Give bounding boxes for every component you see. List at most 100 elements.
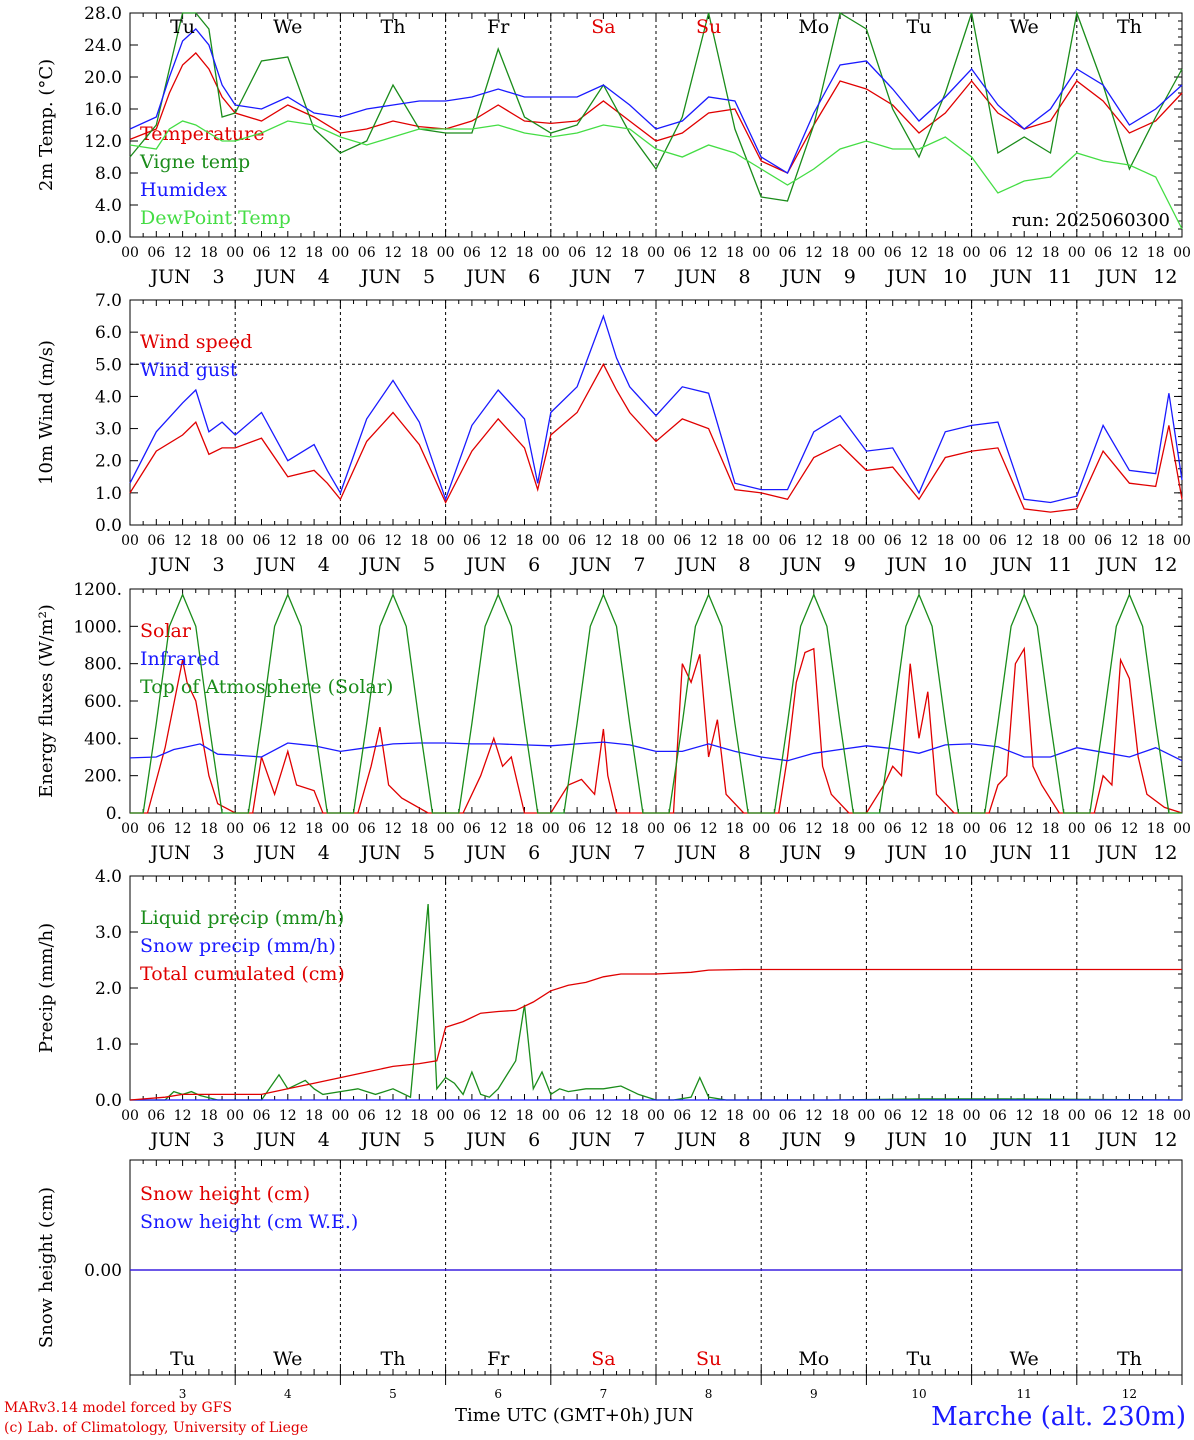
y-axis-label: 2m Temp. (°C) [36, 59, 57, 191]
x-hour-label: 06 [884, 533, 902, 549]
x-date-label: 8 [739, 266, 751, 288]
x-hour-label: 06 [779, 533, 797, 549]
x-hour-label: 18 [936, 245, 954, 261]
x-hour-label: 06 [673, 821, 691, 837]
x-hour-label: 12 [594, 821, 612, 837]
x-hour-label: 18 [1042, 821, 1060, 837]
x-month-label: JUN [569, 842, 611, 864]
x-date-label: 12 [1153, 1129, 1177, 1151]
x-hour-label: 00 [647, 1108, 665, 1124]
x-date-label: 4 [284, 1387, 292, 1401]
y-tick-label: 200. [84, 767, 122, 787]
x-hour-label: 06 [147, 533, 165, 549]
y-tick-label: 28.0 [84, 4, 122, 24]
x-hour-label: 00 [963, 245, 981, 261]
x-date-label: 3 [179, 1387, 187, 1401]
day-abbr-label: Fr [487, 1348, 510, 1370]
series-line-liquid-precip-mm-h- [130, 903, 1183, 1101]
x-hour-label: 12 [700, 821, 718, 837]
x-hour-label: 12 [1120, 245, 1138, 261]
x-hour-label: 18 [305, 1108, 323, 1124]
x-date-label: 10 [943, 842, 967, 864]
y-tick-label: 20.0 [84, 68, 122, 88]
x-date-label: 6 [494, 1387, 502, 1401]
x-date-label: 7 [633, 1129, 645, 1151]
legend-entry: Liquid precip (mm/h) [140, 907, 344, 929]
x-hour-label: 00 [752, 533, 770, 549]
x-date-label: 9 [844, 842, 856, 864]
x-hour-label: 06 [568, 245, 586, 261]
x-date-label: 6 [528, 266, 540, 288]
x-date-label: 7 [633, 266, 645, 288]
model-credit: MARv3.14 model forced by GFS [4, 1400, 233, 1416]
series-line-solar [130, 646, 1183, 814]
panel-frame [129, 12, 1183, 238]
x-hour-label: 18 [1147, 1108, 1165, 1124]
x-date-label: 3 [213, 1129, 225, 1151]
legend-entry: Temperature [140, 123, 264, 145]
x-date-label: 9 [844, 554, 856, 576]
x-date-label: 11 [1048, 266, 1072, 288]
x-date-label: 8 [739, 1129, 751, 1151]
x-hour-label: 18 [621, 245, 639, 261]
day-abbr-label: Th [381, 16, 406, 38]
x-hour-label: 00 [226, 821, 244, 837]
x-hour-label: 00 [542, 245, 560, 261]
x-hour-label: 18 [1147, 533, 1165, 549]
x-hour-label: 06 [1094, 821, 1112, 837]
x-hour-label: 00 [226, 245, 244, 261]
y-tick-label: 2.0 [95, 979, 122, 999]
station-label: Marche (alt. 230m) [931, 1402, 1186, 1432]
x-date-label: 7 [633, 554, 645, 576]
y-tick-label: 8.0 [95, 164, 122, 184]
x-month-label: JUN [674, 842, 716, 864]
legend-entry: Snow height (cm W.E.) [140, 1211, 358, 1233]
x-hour-label: 00 [963, 821, 981, 837]
x-month-label: JUN [1095, 266, 1137, 288]
x-hour-label: 00 [1068, 245, 1086, 261]
x-month-label: JUN [674, 266, 716, 288]
x-hour-label: 18 [936, 821, 954, 837]
x-hour-label: 18 [831, 821, 849, 837]
x-date-label: 8 [739, 554, 751, 576]
series-line-vigne-temp [129, 10, 1183, 202]
legend-entry: Vigne temp [139, 151, 250, 173]
x-hour-label: 06 [989, 821, 1007, 837]
panel-4: 0.0 1.0 2.0 3.0 4.0 Precip (mm/h) Liquid preci… [36, 867, 1191, 1151]
day-abbr-label: Sa [591, 1348, 615, 1370]
x-hour-label: 12 [174, 821, 192, 837]
x-hour-label: 00 [1173, 245, 1191, 261]
x-hour-label: 12 [594, 1108, 612, 1124]
x-month-label: JUN [148, 842, 190, 864]
y-tick-label: 0.0 [95, 228, 122, 248]
x-month-label: JUN [359, 1129, 401, 1151]
x-hour-label: 18 [305, 533, 323, 549]
series-line-infrared [129, 741, 1183, 762]
y-tick-label: 3.0 [95, 420, 122, 440]
x-hour-label: 00 [752, 245, 770, 261]
x-hour-label: 00 [857, 821, 875, 837]
x-hour-label: 18 [1147, 245, 1165, 261]
x-date-label: 6 [528, 554, 540, 576]
x-hour-label: 12 [174, 1108, 192, 1124]
x-hour-label: 18 [726, 1108, 744, 1124]
x-hour-label: 06 [779, 1108, 797, 1124]
x-hour-label: 12 [1120, 533, 1138, 549]
x-month-label: JUN [674, 554, 716, 576]
x-hour-label: 00 [437, 1108, 455, 1124]
y-tick-label: 4.0 [95, 196, 122, 216]
x-date-label: 12 [1122, 1387, 1137, 1401]
x-date-label: 6 [528, 842, 540, 864]
x-month-label: JUN [990, 842, 1032, 864]
day-abbr-label: Tu [170, 1348, 195, 1370]
x-month-label: JUN [569, 554, 611, 576]
legend-entry: Wind gust [140, 359, 238, 381]
x-hour-label: 06 [147, 821, 165, 837]
x-month-label: JUN [359, 266, 401, 288]
series-line-total-cumulated-cm- [129, 968, 1182, 1101]
x-hour-label: 12 [279, 821, 297, 837]
x-hour-label: 18 [726, 821, 744, 837]
y-tick-label: 800. [84, 655, 122, 675]
y-tick-label: 4.0 [95, 387, 122, 407]
